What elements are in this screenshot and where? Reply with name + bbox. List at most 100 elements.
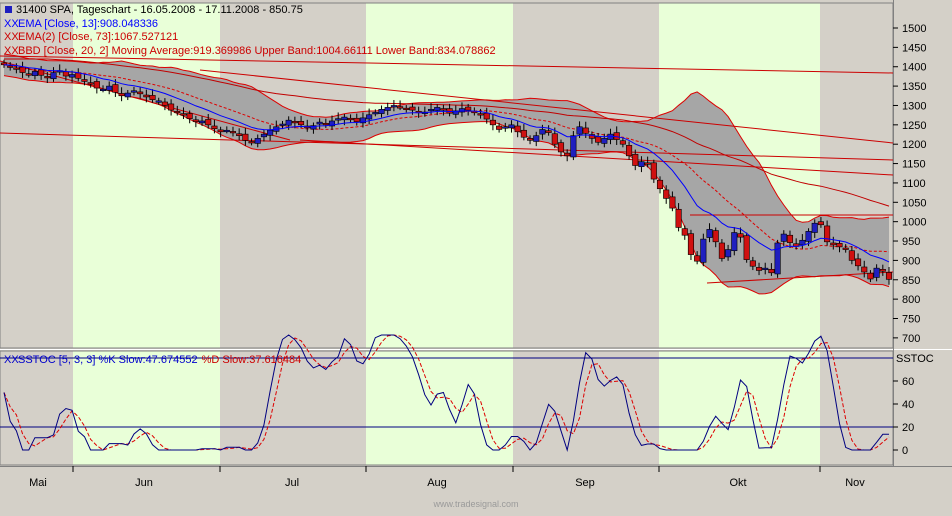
candle-body-down	[526, 138, 534, 141]
candle	[155, 97, 162, 105]
y-tick-label: 850	[902, 275, 920, 287]
candle-body-up	[50, 72, 57, 80]
stoch-d-line	[3, 334, 890, 451]
candle-body-down	[192, 119, 199, 123]
candle-body-up	[378, 109, 385, 114]
candle-body-down	[496, 125, 503, 130]
candle	[855, 253, 862, 271]
candle	[873, 264, 880, 282]
candle	[601, 133, 608, 148]
stoch-k-line	[3, 334, 889, 452]
candle-body-down	[477, 113, 484, 116]
candle-body-down	[347, 117, 354, 121]
candle-body-down	[409, 106, 416, 111]
candle	[842, 244, 849, 253]
candle	[390, 100, 397, 112]
candle	[316, 118, 323, 130]
candle-body-down	[38, 69, 45, 76]
candle-body-up	[366, 114, 373, 120]
candle	[211, 119, 218, 134]
candle	[372, 109, 379, 117]
candle-body-down	[322, 122, 329, 126]
price-month-band	[513, 3, 659, 348]
bb-label: BBD [Close, 20, 2] Moving Average:919.36…	[18, 45, 496, 57]
candle-body-down	[681, 228, 688, 236]
title-icon	[5, 6, 12, 13]
candle	[13, 63, 20, 74]
candle	[545, 125, 552, 136]
candle-body-up	[372, 112, 379, 115]
candle-body-down	[112, 84, 119, 93]
stoch-month-band	[513, 351, 659, 465]
candle	[836, 240, 843, 253]
candle-body-down	[440, 108, 447, 111]
candle-body-down	[855, 258, 862, 267]
candle	[861, 260, 868, 278]
price-month-band	[366, 3, 513, 348]
candle-body-down	[848, 250, 855, 261]
candle	[434, 104, 441, 116]
candle	[465, 103, 472, 116]
candle-body-up	[341, 116, 348, 121]
y-tick-label: 1400	[902, 62, 926, 74]
candle-body-up	[762, 267, 769, 270]
stoch-marker[interactable]: XX	[4, 354, 19, 366]
candle-body-down	[93, 81, 100, 89]
candle-body-up	[427, 109, 435, 112]
candle-body-down	[836, 243, 843, 248]
candle-body-up	[124, 92, 131, 98]
candle	[50, 67, 57, 82]
candle	[328, 115, 336, 130]
ema13-marker[interactable]: XX	[4, 18, 19, 30]
candle-body-up	[260, 133, 267, 138]
candle	[192, 115, 199, 128]
candle-body-down	[87, 82, 94, 85]
bb-marker[interactable]: XX	[4, 45, 19, 57]
candle-body-up	[223, 129, 230, 133]
candle-body-down	[675, 208, 682, 228]
candle-body-down	[669, 196, 676, 209]
candle	[477, 108, 484, 119]
ema73-label: EMA(2) [Close, 73]:1067.527121	[18, 31, 178, 43]
candle-body-down	[62, 71, 69, 77]
candle	[644, 156, 651, 168]
candle-body-down	[595, 136, 602, 143]
candle	[254, 134, 261, 148]
candle	[712, 227, 719, 248]
ema73-marker[interactable]: XX	[4, 31, 19, 43]
candle-body-up	[774, 242, 781, 275]
candle-body-up	[452, 110, 459, 115]
candle-body-down	[830, 242, 837, 246]
y-tick-label: 1250	[902, 120, 926, 132]
candle	[768, 263, 775, 276]
candle-body-up	[805, 231, 812, 242]
candle-body-up	[502, 126, 509, 129]
candle-body-down	[118, 93, 125, 97]
stoch-tick-label: 20	[902, 422, 914, 434]
candle-body-up	[458, 108, 466, 113]
stoch-tick-label: 60	[902, 376, 914, 388]
candle	[681, 225, 688, 240]
watermark: www.tradesignal.com	[432, 499, 518, 509]
trend-line	[199, 69, 894, 144]
candle-body-down	[137, 91, 144, 95]
upper-band-line	[3, 53, 890, 223]
candle-body-down	[514, 125, 521, 133]
candle-body-up	[254, 138, 261, 144]
candle-body-down	[743, 235, 750, 260]
candle-body-up	[706, 229, 713, 238]
candle	[106, 81, 113, 95]
candle-body-down	[582, 127, 589, 134]
candle	[384, 102, 391, 116]
candle	[38, 65, 45, 80]
candle-body-up	[508, 124, 515, 129]
stoch-k-label: SSTOC [5, 3, 3] %K Slow:47.674552	[18, 354, 198, 366]
candle	[663, 185, 670, 204]
candle	[7, 62, 14, 71]
candle-body-down	[236, 133, 243, 136]
candle	[260, 129, 267, 142]
price-month-band	[820, 3, 893, 348]
candle-body-down	[650, 162, 657, 180]
candle	[403, 105, 410, 113]
